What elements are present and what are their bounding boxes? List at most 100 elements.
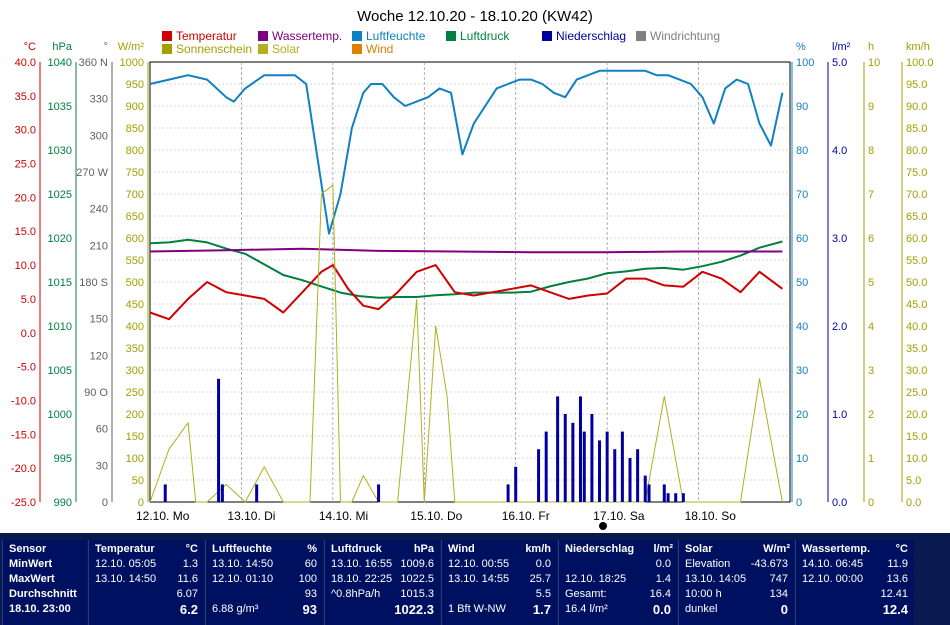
wind-bft: 1 Bft W-NW	[448, 603, 506, 615]
rain-bar	[506, 484, 510, 502]
winddir-axis-tick: 300	[90, 130, 108, 142]
rain-now: 0.0	[652, 602, 671, 617]
legend-swatch-2	[352, 31, 362, 41]
wind-avg: 5.5	[535, 588, 551, 600]
temp-axis-tick: 0.0	[21, 328, 36, 340]
hum-min-time: 13.10. 14:50	[212, 558, 274, 570]
wind-axis-unit: km/h	[906, 41, 930, 53]
hum-avg: 93	[304, 588, 317, 600]
press-min-time: 13.10. 16:55	[331, 558, 393, 570]
rain-bar	[544, 431, 548, 502]
press-max: 1022.5	[400, 573, 434, 585]
solar-axis-tick: 450	[126, 299, 144, 311]
press-trend: ^0.8hPa/h	[331, 588, 381, 600]
winddir-axis-tick: 180 S	[79, 277, 108, 289]
series-line-wassertemp	[149, 247, 783, 254]
solar-axis-tick: 1000	[120, 57, 144, 69]
stats-panel-sensor: Sensor MinWert MaxWert Durchschnitt 18.1…	[2, 540, 87, 625]
rain-bar	[514, 466, 518, 502]
sunhours-axis-tick: 10	[868, 57, 880, 69]
rain-axis-tick: 4.0	[832, 145, 847, 157]
temp-axis-unit: °C	[24, 41, 36, 53]
pressure-axis-tick: 995	[54, 453, 72, 465]
stats-panel-solar: Solar W/m² Elevation -43.673 13.10. 14:05 7…	[678, 540, 794, 625]
press-max-time: 18.10. 22:25	[331, 573, 393, 585]
wind-axis-tick: 10.0	[906, 453, 927, 465]
rain-bar	[613, 449, 617, 502]
solar-max-time: 13.10. 14:05	[685, 573, 747, 585]
wind-axis-tick: 75.0	[906, 167, 927, 179]
pressure-axis-tick: 1020	[48, 233, 72, 245]
winddir-axis-tick: 330	[90, 94, 108, 106]
sunhours-axis-tick: 6	[868, 233, 874, 245]
hum-max: 100	[298, 573, 317, 585]
humidity-axis-tick: 50	[796, 277, 808, 289]
sunhours-axis-tick: 5	[868, 277, 874, 289]
stats-panel-temp: Temperatur °C 12.10. 05:05 1.3 13.10. 14:5…	[88, 540, 204, 625]
rain-bar	[666, 493, 670, 502]
pressure-axis-tick: 990	[54, 497, 72, 509]
wind-min: 0.0	[535, 558, 551, 570]
temp-avg: 6.07	[176, 588, 198, 600]
rain-bar	[563, 414, 567, 502]
sunhours-axis-tick: 8	[868, 145, 874, 157]
wind-axis-tick: 90.0	[906, 101, 927, 113]
wind-unit: km/h	[525, 543, 551, 555]
wind-axis-tick: 45.0	[906, 299, 927, 311]
stats-panel-wind: Wind km/h 12.10. 00:55 0.0 13.10. 14:55 25.…	[441, 540, 557, 625]
solar-axis-tick: 850	[126, 123, 144, 135]
chart-series	[149, 69, 784, 503]
day-label: 18.10. So	[685, 509, 737, 523]
solar-axis-tick: 0	[138, 497, 144, 509]
press-min: 1009.6	[400, 558, 434, 570]
rain-max: 1.4	[655, 573, 671, 585]
temp-axis-tick: 5.0	[21, 294, 36, 306]
rain-bar	[578, 396, 582, 502]
stats-panel-water: Wassertemp. °C 14.10. 06:45 11.9 12.10. 00…	[795, 540, 914, 625]
temp-axis-tick: 15.0	[15, 226, 36, 238]
hum-abs: 6.88 g/m³	[212, 603, 259, 615]
rain-sum: 16.4 l/m²	[565, 603, 608, 615]
solar-axis-tick: 50	[132, 475, 144, 487]
press-avg: 1015.3	[400, 588, 434, 600]
winddir-axis-tick: 150	[90, 314, 108, 326]
solar-axis-tick: 200	[126, 409, 144, 421]
wind-axis-tick: 50.0	[906, 277, 927, 289]
stats-panel-humidity: Luftfeuchte% 13.10. 14:50 60 12.10. 01:10…	[205, 540, 323, 625]
press-header: Luftdruck	[331, 543, 382, 555]
pressure-axis-unit: hPa	[52, 41, 72, 53]
chart-title: Woche 12.10.20 - 18.10.20 (KW42)	[357, 8, 593, 25]
temp-max-time: 13.10. 14:50	[95, 573, 157, 585]
legend-label-0: Temperatur	[176, 29, 237, 43]
rain-bar	[571, 422, 575, 502]
rain-bar	[377, 484, 381, 502]
wind-axis-tick: 5.0	[906, 475, 921, 487]
solar-axis-tick: 250	[126, 387, 144, 399]
rain-max-time: 12.10. 18:25	[565, 573, 627, 585]
legend-swatch-4	[542, 31, 552, 41]
water-header: Wassertemp.	[802, 543, 871, 555]
wind-axis-tick: 70.0	[906, 189, 927, 201]
rain-bar	[628, 458, 632, 502]
legend-swatch-6	[162, 44, 172, 54]
solar-axis-tick: 300	[126, 365, 144, 377]
temp-axis-tick: 30.0	[15, 125, 36, 137]
temp-min-time: 12.10. 05:05	[95, 558, 157, 570]
winddir-axis-tick: 240	[90, 204, 108, 216]
rain-bar	[590, 414, 594, 502]
solar-axis-tick: 700	[126, 189, 144, 201]
winddir-axis-unit: °	[104, 41, 108, 53]
rain-axis-tick: 2.0	[832, 321, 847, 333]
water-avg: 12.41	[880, 588, 908, 600]
press-unit: hPa	[413, 543, 434, 555]
sunhours-axis-tick: 3	[868, 365, 874, 377]
rain-total: 16.4	[649, 588, 671, 600]
winddir-axis-tick: 30	[96, 460, 108, 472]
wind-axis-tick: 0.0	[906, 497, 921, 509]
wind-min-time: 12.10. 00:55	[448, 558, 510, 570]
rain-axis-tick: 3.0	[832, 233, 847, 245]
pressure-axis-tick: 1015	[48, 277, 72, 289]
pressure-axis-tick: 1000	[48, 409, 72, 421]
solar-elev-label: Elevation	[685, 558, 731, 570]
solar-axis-tick: 400	[126, 321, 144, 333]
